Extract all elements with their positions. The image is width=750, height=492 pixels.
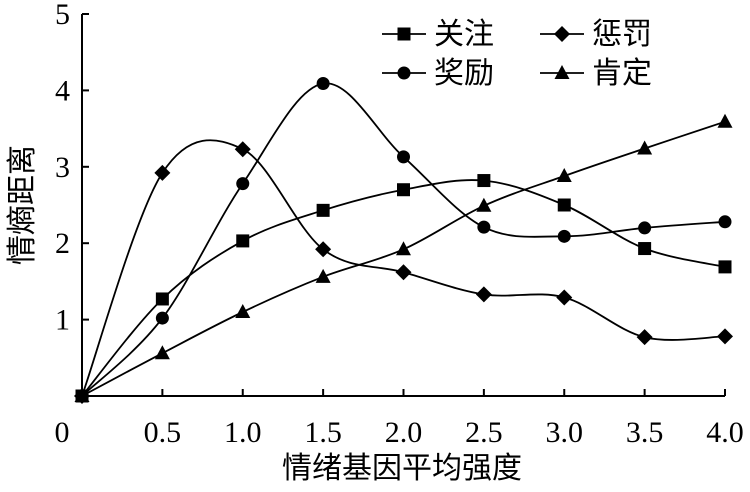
y-axis-title: 情熵距离 <box>5 145 40 265</box>
x-tick-label: 0 <box>55 416 70 449</box>
data-point <box>477 220 491 234</box>
axes: 0 0.5 1.0 1.5 2.0 2.5 3.0 3.5 4.0 1 2 3 4 5 <box>55 0 744 449</box>
data-point <box>638 221 652 235</box>
data-point <box>154 164 171 181</box>
data-point <box>397 183 410 197</box>
data-point <box>717 113 733 128</box>
data-point <box>316 203 330 217</box>
data-point <box>477 174 491 188</box>
x-tick-label: 1.5 <box>304 416 342 449</box>
x-axis-title: 情绪基因平均强度 <box>282 451 522 486</box>
data-point <box>315 241 332 258</box>
legend-item: 关注 <box>382 17 494 52</box>
data-point <box>397 150 410 164</box>
legend-item: 肯定 <box>540 56 652 91</box>
data-point <box>638 242 652 256</box>
y-tick-label: 4 <box>55 74 70 107</box>
legend-marker <box>397 27 411 41</box>
data-point <box>155 311 169 325</box>
legend-marker <box>554 65 570 79</box>
data-point <box>636 329 653 346</box>
y-tick-label: 3 <box>55 151 70 184</box>
series-line <box>81 179 726 397</box>
data-point <box>236 177 250 191</box>
series-1 <box>75 174 732 403</box>
legend-label: 惩罚 <box>592 17 652 52</box>
series-2 <box>74 139 733 404</box>
series-4 <box>74 113 733 402</box>
x-tick-label: 2.0 <box>385 416 423 449</box>
data-point <box>74 388 90 402</box>
data-point <box>395 264 412 281</box>
x-tick-label: 3.0 <box>546 416 584 449</box>
x-tick-label: 0.5 <box>144 416 182 449</box>
data-point <box>557 198 571 212</box>
series-group <box>74 77 733 404</box>
x-tick-label: 1.0 <box>224 416 262 449</box>
legend-marker <box>554 26 570 42</box>
legend-item: 奖励 <box>382 56 494 91</box>
data-point <box>396 241 411 256</box>
x-tick-label: 4.0 <box>706 416 744 449</box>
series-line <box>81 82 726 397</box>
y-tick-label: 2 <box>55 227 70 260</box>
legend-marker <box>397 66 411 80</box>
data-point <box>476 197 492 212</box>
data-point <box>155 292 169 306</box>
x-tick-label: 2.5 <box>465 416 503 449</box>
data-point <box>718 215 732 229</box>
data-point <box>234 141 251 158</box>
data-point <box>718 260 732 274</box>
data-point <box>235 303 251 318</box>
data-point <box>557 229 571 243</box>
data-point <box>475 286 492 303</box>
x-tick-label: 3.5 <box>626 416 664 449</box>
y-tick-label: 1 <box>55 304 70 337</box>
legend-label: 关注 <box>434 17 494 52</box>
series-3 <box>75 77 732 403</box>
data-point <box>556 167 572 182</box>
data-point <box>236 234 250 248</box>
legend-item: 惩罚 <box>540 17 652 52</box>
data-point <box>315 268 331 283</box>
y-tick-label: 5 <box>55 0 70 31</box>
data-point <box>154 345 170 360</box>
data-point <box>637 140 653 155</box>
legend-label: 肯定 <box>592 56 652 91</box>
legend-label: 奖励 <box>434 56 494 91</box>
data-point <box>556 289 573 306</box>
data-point <box>717 328 733 345</box>
data-point <box>316 77 330 91</box>
